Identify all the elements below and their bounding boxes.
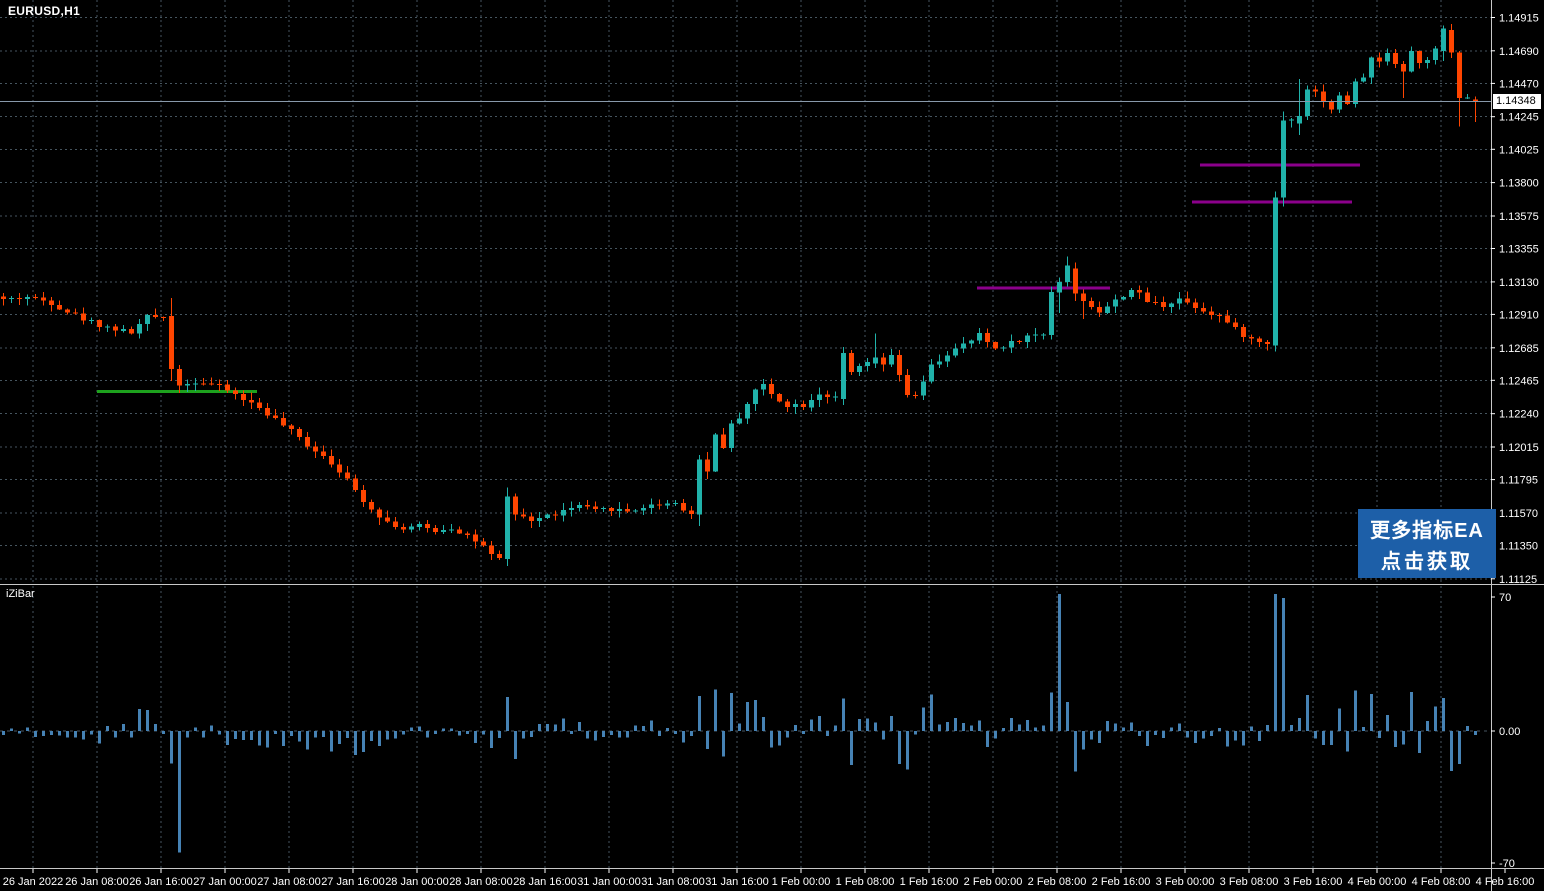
svg-text:31 Jan 08:00: 31 Jan 08:00 — [641, 876, 705, 888]
svg-text:0.00: 0.00 — [1499, 726, 1520, 738]
svg-text:1.13130: 1.13130 — [1499, 277, 1539, 289]
svg-text:31 Jan 00:00: 31 Jan 00:00 — [577, 876, 641, 888]
svg-text:31 Jan 16:00: 31 Jan 16:00 — [705, 876, 769, 888]
svg-text:70: 70 — [1499, 592, 1511, 604]
svg-text:1.11795: 1.11795 — [1499, 475, 1538, 487]
svg-text:28 Jan 16:00: 28 Jan 16:00 — [513, 876, 577, 888]
grid-lines — [0, 0, 1491, 868]
svg-text:28 Jan 08:00: 28 Jan 08:00 — [449, 876, 513, 888]
svg-text:1.13800: 1.13800 — [1499, 178, 1539, 190]
current-price-box: 1.14348 — [1493, 93, 1541, 109]
svg-text:1.14245: 1.14245 — [1499, 112, 1539, 124]
svg-text:4 Feb 08:00: 4 Feb 08:00 — [1412, 876, 1471, 888]
svg-text:1 Feb 08:00: 1 Feb 08:00 — [836, 876, 895, 888]
svg-text:1.12685: 1.12685 — [1499, 343, 1539, 355]
svg-text:4 Feb 16:00: 4 Feb 16:00 — [1476, 876, 1535, 888]
svg-text:1.12465: 1.12465 — [1499, 375, 1539, 387]
candlesticks — [1, 24, 1478, 567]
svg-text:1.13355: 1.13355 — [1499, 244, 1539, 256]
svg-text:-70: -70 — [1499, 858, 1515, 870]
svg-text:27 Jan 16:00: 27 Jan 16:00 — [321, 876, 385, 888]
svg-text:1.12015: 1.12015 — [1499, 442, 1539, 454]
svg-text:1.11125: 1.11125 — [1499, 574, 1537, 586]
svg-text:1.14690: 1.14690 — [1499, 46, 1539, 58]
indicator-axis: 70 0.00 -70 — [1491, 592, 1520, 870]
symbol-period-label: EURUSD,H1 — [8, 4, 81, 18]
svg-text:1.14025: 1.14025 — [1499, 144, 1539, 156]
svg-text:1.14915: 1.14915 — [1499, 13, 1539, 25]
svg-text:1.13575: 1.13575 — [1499, 211, 1539, 223]
svg-text:3 Feb 00:00: 3 Feb 00:00 — [1156, 876, 1215, 888]
svg-text:1 Feb 00:00: 1 Feb 00:00 — [772, 876, 831, 888]
promo-badge-line1: 更多指标EA — [1370, 519, 1484, 542]
svg-text:1.14470: 1.14470 — [1499, 78, 1539, 90]
svg-text:27 Jan 08:00: 27 Jan 08:00 — [257, 876, 321, 888]
svg-text:3 Feb 16:00: 3 Feb 16:00 — [1284, 876, 1343, 888]
price-axis[interactable]: 1.14915 1.14690 1.14470 1.14245 1.14025 1.138… — [1491, 13, 1539, 586]
svg-text:1 Feb 16:00: 1 Feb 16:00 — [900, 876, 959, 888]
svg-text:4 Feb 00:00: 4 Feb 00:00 — [1348, 876, 1407, 888]
svg-text:3 Feb 08:00: 3 Feb 08:00 — [1220, 876, 1279, 888]
svg-text:2 Feb 16:00: 2 Feb 16:00 — [1092, 876, 1151, 888]
promo-badge-line2: 点击获取 — [1381, 550, 1473, 573]
svg-text:26 Jan 2022: 26 Jan 2022 — [3, 876, 64, 888]
svg-text:1.12240: 1.12240 — [1499, 409, 1539, 421]
svg-text:1.11570: 1.11570 — [1499, 508, 1538, 520]
indicator-histogram — [2, 594, 1477, 853]
trend-lines[interactable] — [97, 163, 1360, 393]
promo-badge[interactable]: 更多指标EA 点击获取 — [1358, 509, 1496, 578]
svg-text:2 Feb 08:00: 2 Feb 08:00 — [1028, 876, 1087, 888]
time-axis[interactable]: 26 Jan 2022 26 Jan 08:00 26 Jan 16:00 27 Ja… — [3, 869, 1535, 888]
svg-text:26 Jan 16:00: 26 Jan 16:00 — [129, 876, 193, 888]
svg-text:26 Jan 08:00: 26 Jan 08:00 — [65, 876, 129, 888]
svg-text:1.12910: 1.12910 — [1499, 309, 1539, 321]
svg-text:1.11350: 1.11350 — [1499, 541, 1538, 553]
indicator-name-label: iZiBar — [6, 588, 35, 600]
svg-text:27 Jan 00:00: 27 Jan 00:00 — [193, 876, 257, 888]
svg-text:28 Jan 00:00: 28 Jan 00:00 — [385, 876, 449, 888]
svg-text:2 Feb 00:00: 2 Feb 00:00 — [964, 876, 1023, 888]
